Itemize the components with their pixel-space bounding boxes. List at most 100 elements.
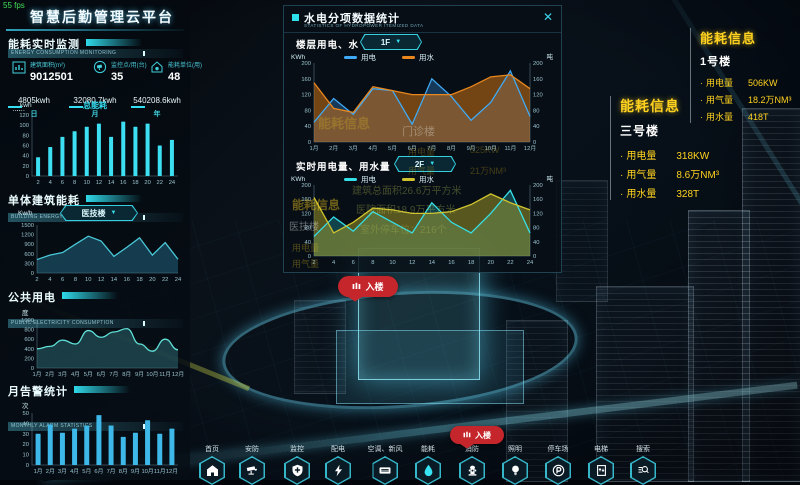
enter-building-marker[interactable]: 入楼 — [338, 276, 398, 297]
floor-selector-dropdown[interactable]: 1F ▼ — [360, 34, 422, 50]
svg-text:12月: 12月 — [166, 468, 178, 475]
svg-text:50: 50 — [23, 411, 29, 417]
realtime-chart-legend: 用电 用水 — [344, 174, 434, 185]
fire-hydrant-icon — [468, 465, 476, 476]
svg-text:120: 120 — [301, 211, 311, 217]
svg-text:24: 24 — [527, 260, 534, 266]
info-label: 用气量 — [626, 170, 657, 181]
nav-item-energy[interactable]: 能耗 — [415, 444, 441, 485]
nav-item-lighting[interactable]: 照明 — [502, 444, 528, 485]
svg-text:12: 12 — [96, 180, 102, 186]
dropdown-value: 2F — [414, 159, 425, 169]
section-accent-bar — [74, 386, 130, 393]
svg-text:20: 20 — [23, 164, 29, 170]
svg-text:7月: 7月 — [109, 371, 118, 378]
enter-building-marker[interactable]: 入楼 — [450, 426, 504, 444]
wireframe-building — [556, 180, 608, 302]
nav-label: 空调、新风 — [367, 446, 403, 453]
svg-text:12: 12 — [409, 260, 415, 266]
svg-text:18: 18 — [136, 277, 142, 283]
nav-item-security[interactable]: 安防 — [239, 444, 265, 485]
svg-text:80: 80 — [533, 108, 539, 114]
stat-value: 9012501 — [30, 71, 73, 83]
section-accent-bar — [86, 195, 142, 202]
svg-text:1月: 1月 — [309, 145, 318, 152]
stat-label: 能耗单位(用) — [168, 63, 202, 69]
chevron-down-icon: ▼ — [429, 161, 436, 167]
svg-text:20: 20 — [144, 180, 150, 186]
info-value: 318KW — [676, 151, 710, 162]
svg-text:10: 10 — [23, 453, 29, 459]
left-sidebar: 55 fps 智慧后勤管理云平台 能耗实时监测 ENERGY CONSUMPTI… — [0, 0, 202, 480]
svg-text:1200: 1200 — [21, 233, 34, 239]
stat-value: 48 — [168, 71, 181, 83]
info-label: 用电量 — [706, 78, 734, 88]
info-row: · 用水量 328T — [620, 185, 758, 200]
chevron-down-icon: ▼ — [110, 210, 117, 216]
energy-info-panel-building3: 能耗信息 三号楼 · 用电量 318KW · 用气量 8.6万NM³ · 用水量 328T — [610, 96, 758, 200]
bullet-icon: · — [620, 170, 624, 181]
svg-text:40: 40 — [533, 124, 539, 130]
realtime-floor-dropdown[interactable]: 2F ▼ — [394, 156, 456, 172]
svg-text:160: 160 — [533, 77, 543, 83]
panel-title: 能耗信息 — [620, 98, 680, 114]
svg-text:11月: 11月 — [159, 371, 171, 378]
svg-text:120: 120 — [533, 93, 543, 99]
parking-icon — [552, 464, 564, 477]
svg-text:4: 4 — [332, 260, 336, 266]
info-value: 8.6万NM³ — [676, 170, 720, 181]
svg-text:80: 80 — [23, 133, 29, 139]
y-axis-unit: Kw/h — [18, 210, 33, 217]
fps-counter: 55 fps — [3, 1, 25, 10]
nav-item-monitoring[interactable]: 监控 — [284, 444, 310, 485]
subtitle-marker — [143, 51, 145, 56]
svg-text:5月: 5月 — [388, 145, 397, 152]
nav-item-power-distribution[interactable]: 配电 — [325, 444, 351, 485]
marker-label: 入楼 — [475, 430, 491, 440]
svg-text:6月: 6月 — [94, 468, 103, 475]
svg-text:9月: 9月 — [467, 145, 476, 152]
svg-text:12月: 12月 — [524, 145, 536, 152]
svg-text:200: 200 — [301, 183, 311, 189]
panel-title: 能耗信息 — [700, 31, 757, 46]
svg-text:8: 8 — [371, 260, 374, 266]
svg-text:16: 16 — [124, 277, 130, 283]
floor-usage-label: 楼层用电、水 — [296, 40, 360, 51]
elevator-icon — [596, 465, 606, 476]
svg-text:4月: 4月 — [70, 468, 79, 475]
svg-text:2月: 2月 — [329, 145, 338, 152]
nav-label: 配电 — [331, 446, 345, 453]
legend-item: 用电 — [344, 52, 376, 63]
svg-text:3月: 3月 — [58, 468, 67, 475]
svg-text:KWh: KWh — [291, 54, 305, 61]
svg-text:16: 16 — [448, 260, 454, 266]
nav-item-hvac[interactable]: 空调、新风 — [368, 444, 403, 485]
nav-item-elevator[interactable]: 电梯 — [588, 444, 614, 485]
nav-label: 停车场 — [547, 446, 569, 453]
nav-item-fire-safety[interactable]: 消防 — [459, 444, 485, 485]
nav-label: 搜索 — [636, 446, 650, 453]
stat-energy-units: 能耗单位(用) 48 — [150, 60, 202, 83]
close-icon[interactable]: ✕ — [542, 10, 553, 24]
svg-text:0: 0 — [308, 254, 311, 260]
svg-text:160: 160 — [533, 197, 543, 203]
nav-item-home[interactable]: 首页 — [199, 444, 225, 485]
floor-usage-dual-chart: 0 0 40 40 80 80 120 120 160 160 200 200 1月 2月 3月 4月 5月 6月… — [290, 50, 554, 154]
svg-text:120: 120 — [19, 113, 29, 119]
svg-text:11月: 11月 — [504, 145, 516, 152]
wireframe-tower — [688, 210, 750, 482]
svg-text:18: 18 — [132, 180, 138, 186]
info-value: 506KW — [748, 78, 778, 88]
lightbulb-icon — [511, 465, 519, 476]
svg-text:5月: 5月 — [82, 468, 91, 475]
nav-item-parking[interactable]: 停车场 — [545, 444, 571, 485]
building-name: 1号楼 — [700, 56, 732, 68]
shield-plus-icon — [292, 464, 302, 477]
svg-text:0: 0 — [533, 254, 536, 260]
nav-item-search[interactable]: 搜索 — [630, 444, 656, 485]
monitor-point-icon — [93, 60, 107, 74]
cctv-icon — [246, 466, 257, 475]
stat-monitor-points: 监控点/用(台) 35 — [93, 60, 147, 83]
svg-text:6: 6 — [61, 180, 64, 186]
svg-text:100: 100 — [19, 123, 29, 129]
